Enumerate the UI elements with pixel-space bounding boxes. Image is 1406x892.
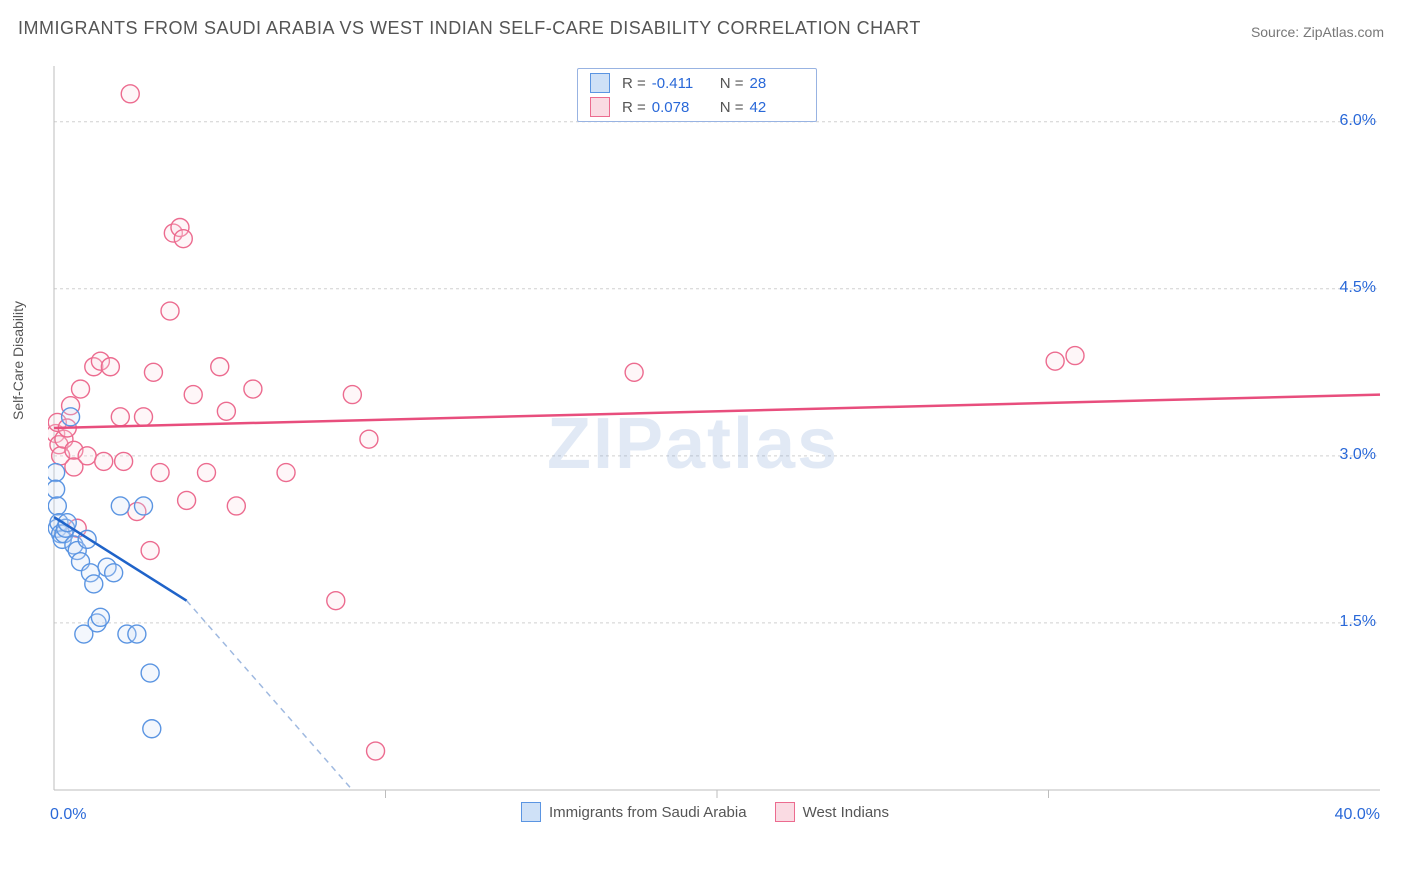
legend-series: Immigrants from Saudi Arabia West Indians (507, 802, 903, 822)
legend-n-value: 28 (750, 75, 804, 92)
legend-series-label: Immigrants from Saudi Arabia (549, 804, 747, 821)
legend-correlation: R = -0.411 N = 28 R = 0.078 N = 42 (577, 68, 817, 122)
legend-n-label: N = (720, 99, 744, 116)
y-tick-label: 4.5% (1312, 279, 1376, 297)
y-tick-label: 1.5% (1312, 613, 1376, 631)
y-tick-label: 3.0% (1312, 446, 1376, 464)
legend-r-label: R = (622, 75, 646, 92)
y-axis-label: Self-Care Disability (10, 301, 26, 420)
legend-series-item: West Indians (775, 802, 889, 822)
legend-swatch (521, 802, 541, 822)
legend-swatch (775, 802, 795, 822)
chart-area: ZIPatlas R = -0.411 N = 28 R = 0.078 N = 42 Imm… (48, 60, 1386, 830)
legend-r-value: -0.411 (652, 75, 706, 92)
legend-n-label: N = (720, 75, 744, 92)
legend-series-item: Immigrants from Saudi Arabia (521, 802, 747, 822)
legend-series-label: West Indians (803, 804, 889, 821)
legend-r-value: 0.078 (652, 99, 706, 116)
x-axis-right-label: 40.0% (1335, 806, 1380, 824)
x-axis-left-label: 0.0% (50, 806, 86, 824)
legend-correlation-row: R = 0.078 N = 42 (578, 95, 816, 119)
legend-swatch (590, 73, 610, 93)
legend-correlation-row: R = -0.411 N = 28 (578, 71, 816, 95)
y-tick-label: 6.0% (1312, 112, 1376, 130)
legend-r-label: R = (622, 99, 646, 116)
legend-n-value: 42 (750, 99, 804, 116)
watermark: ZIPatlas (547, 403, 839, 485)
page-title: IMMIGRANTS FROM SAUDI ARABIA VS WEST IND… (18, 18, 921, 39)
source-label: Source: ZipAtlas.com (1251, 24, 1384, 40)
legend-swatch (590, 97, 610, 117)
